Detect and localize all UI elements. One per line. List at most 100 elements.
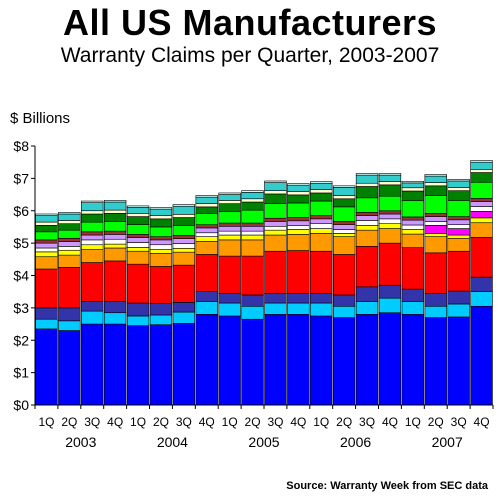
bar-segment [470, 217, 493, 224]
bar-segment [287, 184, 310, 192]
bar-segment [241, 192, 264, 200]
bar-segment [470, 181, 493, 199]
bar-segment [310, 182, 333, 190]
bar-segment [447, 224, 470, 229]
x-tick-label: 3Q [451, 415, 467, 429]
bar-segment [424, 182, 447, 187]
bar-segment [126, 234, 150, 238]
year-label: 2003 [65, 434, 96, 450]
bar-segment [172, 251, 196, 266]
bar-segment [355, 286, 379, 302]
bar-segment [81, 210, 104, 215]
bar-segment [126, 207, 150, 214]
bar-segment [332, 294, 356, 307]
bar-segment [287, 217, 310, 222]
bar-segment [470, 201, 493, 207]
bar-segment [424, 175, 447, 183]
bar-segment [424, 233, 447, 237]
bar-segment [103, 213, 127, 222]
bar-segment [103, 312, 127, 325]
bar-segment [58, 220, 81, 225]
bar-segment [103, 247, 127, 262]
bar-segment [264, 180, 287, 183]
bar-segment [447, 180, 470, 188]
bar-segment [195, 241, 218, 255]
bar-segment [241, 234, 264, 241]
bar-segment [195, 213, 218, 225]
bar-segment [332, 305, 356, 318]
bar-segment [195, 203, 218, 208]
bar-segment [287, 302, 310, 315]
bar-segment [447, 316, 470, 406]
y-tick-label: $0 [13, 397, 29, 413]
bar-segment [149, 208, 173, 216]
bar-segment [378, 213, 402, 220]
bar-segment [58, 212, 81, 215]
bar-segment [172, 323, 196, 406]
source-note: Source: Warranty Week from SEC data [286, 480, 488, 492]
y-tick-label: $6 [13, 203, 29, 219]
bar-segment [218, 239, 241, 257]
bar-segment [310, 223, 333, 229]
bar-segment [378, 210, 402, 215]
x-tick-label: 1Q [313, 415, 329, 429]
bar-segment [126, 242, 150, 248]
x-tick-label: 3Q [84, 415, 100, 429]
bar-segment [378, 218, 402, 224]
bar-segment [58, 249, 81, 256]
bar-segment [81, 213, 104, 223]
year-label: 2004 [157, 434, 188, 450]
bar-segment [81, 200, 104, 203]
bar-segment [149, 207, 173, 210]
bar-segment [332, 185, 356, 188]
bar-segment [241, 201, 264, 211]
bar-segment [58, 223, 81, 231]
x-tick-label: 4Q [199, 415, 215, 429]
bar-segment [218, 211, 241, 224]
bar-segment [218, 293, 241, 304]
bar-segment [195, 236, 218, 242]
bar-segment [310, 315, 333, 406]
bar-segment [58, 254, 81, 268]
bar-segment [218, 194, 241, 201]
bar-segment [332, 229, 356, 234]
bar-segment [447, 200, 470, 217]
bar-segment [264, 217, 287, 222]
bar-segment [401, 190, 425, 202]
bar-segment [424, 216, 447, 222]
bar-segment [355, 225, 379, 231]
bar-segment [401, 216, 425, 221]
bar-segment [81, 234, 104, 241]
bar-segment [401, 233, 425, 248]
bar-segment [81, 221, 104, 233]
bar-segment [195, 195, 218, 198]
bar-segment [401, 219, 425, 226]
bar-segment [287, 234, 310, 251]
bar-segment [58, 241, 81, 247]
bar-segment [424, 213, 447, 217]
bar-segment [149, 266, 173, 304]
bar-segment [470, 198, 493, 202]
bar-segment [218, 230, 241, 236]
year-label: 2005 [248, 434, 279, 450]
bar-segment [470, 172, 493, 183]
x-tick-label: 4Q [290, 415, 306, 429]
bar-segment [172, 248, 196, 253]
bar-segment [172, 243, 196, 249]
y-tick-label: $5 [13, 235, 29, 251]
bar-segment [241, 255, 264, 296]
bar-segment [126, 263, 150, 304]
bar-segment [264, 203, 287, 219]
bar-segment [126, 224, 150, 235]
bar-segment [424, 317, 447, 406]
bar-segment [378, 242, 402, 286]
bar-segment [264, 190, 287, 195]
x-tick-label: 4Q [107, 415, 123, 429]
bar-segment [195, 254, 218, 292]
bar-segment [424, 225, 447, 234]
x-tick-label: 3Q [267, 415, 283, 429]
bar-segment [149, 215, 173, 220]
bar-segment [424, 195, 447, 214]
bar-segment [58, 213, 81, 221]
bar-segment [241, 305, 264, 320]
